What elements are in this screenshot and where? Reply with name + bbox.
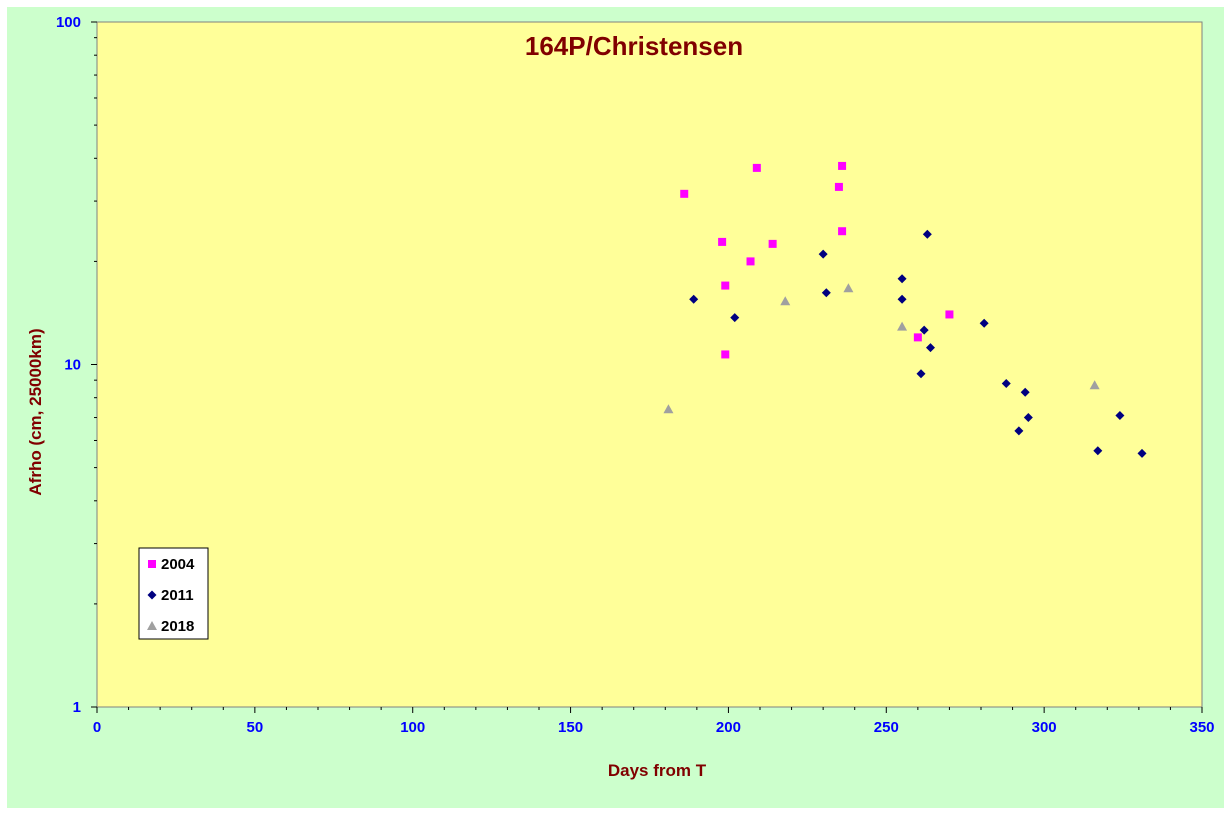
plot-area [96,21,1203,708]
data-points [663,161,1147,458]
y-tick-label: 100 [56,14,81,31]
x-axis-title: Days from T [608,761,707,780]
y-axis-title: Afrho (cm, 25000km) [26,328,45,495]
y-tick-label: 1 [73,699,81,716]
point-2004 [838,227,847,236]
point-2011 [922,229,932,239]
point-2011 [1137,448,1147,458]
point-2011 [821,288,831,298]
x-tick-label: 350 [1189,719,1214,736]
point-2004 [752,163,761,172]
legend-marker-2011 [147,590,157,600]
point-2004 [718,237,727,246]
point-2018 [663,404,674,414]
x-tick-label: 250 [874,719,899,736]
x-tick-label: 200 [716,719,741,736]
x-tick-label: 150 [558,719,583,736]
point-2011 [897,294,907,304]
point-2011 [689,294,699,304]
point-2004 [746,257,755,266]
point-2011 [1014,426,1024,436]
legend-marker-2018 [147,621,157,630]
point-2011 [1001,379,1011,389]
legend-label-2004: 2004 [161,556,195,573]
axes: 0 50 100 150 200 250 300 350 1 10 100 [56,14,1215,736]
point-2018 [897,321,908,331]
legend-label-2011: 2011 [161,587,194,604]
point-2011 [1020,387,1030,397]
x-tick-label: 50 [247,719,264,736]
point-2011 [730,313,740,323]
point-2011 [919,325,929,335]
point-2004 [768,239,777,248]
point-2011 [916,369,926,379]
point-2004 [834,182,843,191]
point-2004 [913,333,922,342]
point-2004 [838,161,847,170]
legend-items: 2004 2011 2018 [147,556,195,635]
x-tick-label: 300 [1032,719,1057,736]
point-2011 [1093,446,1103,456]
point-2018 [1089,380,1100,390]
point-2011 [1023,413,1033,423]
legend-label-2018: 2018 [161,618,194,635]
point-2004 [721,281,730,290]
chart-title: 164P/Christensen [525,31,743,61]
x-tick-label: 100 [400,719,425,736]
y-tick-label: 10 [64,357,81,374]
point-2004 [721,350,730,359]
x-tick-label: 0 [93,719,101,736]
point-2018 [780,296,791,306]
point-2011 [979,318,989,328]
point-2011 [1115,410,1125,420]
legend: 2004 2011 2018 [138,547,209,640]
point-2011 [818,249,828,259]
point-2004 [945,310,954,319]
point-2004 [680,189,689,198]
point-2011 [925,343,935,353]
point-2011 [897,274,907,284]
point-2018 [843,283,854,293]
legend-marker-2004 [148,560,156,568]
